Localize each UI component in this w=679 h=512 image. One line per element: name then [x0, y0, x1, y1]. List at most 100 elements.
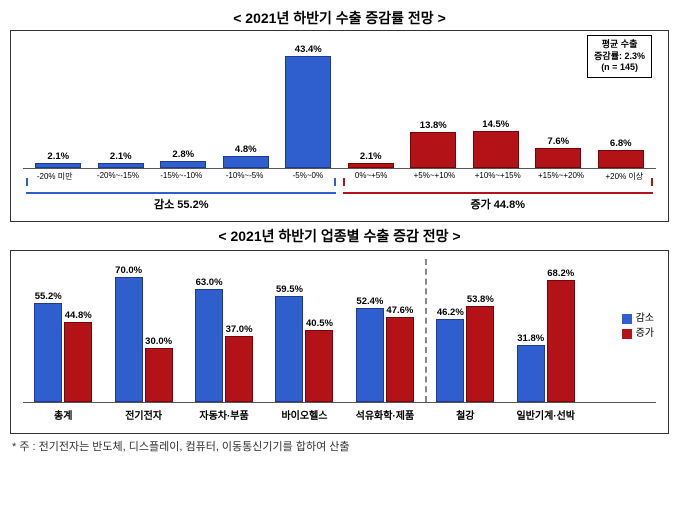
chart2-bar-value: 70.0% [115, 265, 142, 276]
chart2-bar-value: 47.6% [386, 305, 413, 316]
chart1-xaxis-label: +10%~+15% [466, 171, 529, 182]
chart1-box: 평균 수출 증감률: 2.3% (n = 145) 2.1%2.1%2.8%4.… [10, 30, 669, 222]
chart1-bar [223, 156, 269, 168]
chart2-bar-value: 63.0% [196, 277, 223, 288]
chart2-col-red: 30.0% [145, 259, 173, 402]
chart1-xaxis-label: +15%~+20% [529, 171, 592, 182]
chart1-xaxis-label: -20% 미만 [23, 171, 86, 182]
chart2-bar-blue [436, 319, 464, 402]
chart2-bar-value: 30.0% [145, 336, 172, 347]
chart2-bar-value: 46.2% [437, 307, 464, 318]
chart1-title: < 2021년 하반기 수출 증감률 전망 > [10, 8, 669, 28]
chart2-title: < 2021년 하반기 업종별 수출 증감 전망 > [10, 226, 669, 246]
chart2-col-blue: 52.4% [356, 259, 384, 402]
chart1-xaxis-label: -5%~0% [276, 171, 339, 182]
chart1-bar-col: 2.1% [340, 39, 403, 168]
chart2-col-red: 68.2% [547, 259, 575, 402]
chart2-bar-blue [517, 345, 545, 402]
chart2-col-blue: 63.0% [195, 259, 223, 402]
chart1-bar-col: 4.8% [215, 39, 278, 168]
chart1-bar [35, 163, 81, 168]
chart2-bar-red [386, 317, 414, 402]
chart1-brackets: 감소 55.2% 증가 44.8% [23, 184, 656, 216]
chart2-xaxis-label: 자동차·부품 [184, 407, 264, 422]
bracket-decrease-label: 감소 55.2% [26, 196, 336, 212]
chart1-bar-col: 14.5% [465, 39, 528, 168]
chart2-group: 59.5% 40.5% [264, 259, 344, 402]
chart2-bar-red [547, 280, 575, 402]
chart1-bar-value: 6.8% [610, 138, 632, 149]
chart1-xaxis-label: 0%~+5% [339, 171, 402, 182]
chart2-bar-blue [195, 289, 223, 402]
chart2-col-red: 40.5% [305, 259, 333, 402]
chart1-bar-value: 2.8% [172, 149, 194, 160]
chart2-bar-value: 52.4% [356, 296, 383, 307]
chart1-bar-value: 4.8% [235, 144, 257, 155]
chart2-col-blue: 59.5% [275, 259, 303, 402]
chart1-bar-value: 13.8% [420, 120, 447, 131]
chart2-group: 31.8%68.2% [506, 259, 586, 402]
chart1-bar-value: 2.1% [47, 151, 69, 162]
chart2-bar-red [466, 306, 494, 402]
chart2-xaxis-label: 석유화학·제품 [345, 407, 425, 422]
chart2-divider [425, 259, 427, 402]
chart2-bar-blue [356, 308, 384, 402]
chart2-xaxis-label: 전기전자 [103, 407, 183, 422]
chart2-bar-value: 59.5% [276, 284, 303, 295]
chart1-xaxis-label: -15%~-10% [150, 171, 213, 182]
footnote: * 주 : 전기전자는 반도체, 디스플레이, 컴퓨터, 이동통신기기를 합하여… [10, 438, 669, 454]
chart2-col-blue: 46.2% [436, 259, 464, 402]
chart1-bar [535, 148, 581, 168]
chart1-bar-col: 2.1% [90, 39, 153, 168]
chart1-bar-value: 14.5% [482, 119, 509, 130]
chart2-xaxis-label: 총계 [23, 407, 103, 422]
chart2-bar-blue [115, 277, 143, 402]
chart2-col-red: 53.8% [466, 259, 494, 402]
chart1-bar-col: 7.6% [527, 39, 590, 168]
chart1-xaxis-label: -10%~-5% [213, 171, 276, 182]
chart1-xaxis-label: +20% 이상 [593, 171, 656, 182]
chart1-bar-value: 2.1% [110, 151, 132, 162]
chart2-col-blue: 70.0% [115, 259, 143, 402]
chart1-bar [410, 132, 456, 168]
chart2-box: 감소 증가 55.2%44.8%70.0%30.0%63.0%37.0%59.5… [10, 250, 669, 434]
bracket-increase-label: 증가 44.8% [343, 196, 653, 212]
chart1-xaxis: -20% 미만-20%~-15%-15%~-10%-10%~-5%-5%~0%0… [23, 171, 656, 182]
chart1-bar-col: 43.4% [277, 39, 340, 168]
chart2-bar-red [225, 336, 253, 402]
chart2-col-red: 37.0% [225, 259, 253, 402]
chart1-bar [285, 56, 331, 168]
chart1-bar-col: 2.8% [152, 39, 215, 168]
chart2-bar-value: 44.8% [65, 310, 92, 321]
chart1-bar-col: 2.1% [27, 39, 90, 168]
chart1-bar-value: 2.1% [360, 151, 382, 162]
chart2-xaxis: 총계전기전자자동차·부품바이오헬스석유화학·제품철강일반기계·선박 [23, 407, 656, 422]
chart2-bar-value: 53.8% [467, 294, 494, 305]
chart2-col-red: 47.6% [386, 259, 414, 402]
bracket-decrease: 감소 55.2% [26, 184, 336, 194]
chart2-bar-value: 68.2% [547, 268, 574, 279]
chart1-bar [473, 131, 519, 168]
chart1-xaxis-label: -20%~-15% [86, 171, 149, 182]
chart2-col-blue: 55.2% [34, 259, 62, 402]
bracket-increase: 증가 44.8% [343, 184, 653, 194]
chart2-group: 70.0% 30.0% [103, 259, 183, 402]
chart1-bar [98, 163, 144, 168]
chart2-bar-value: 55.2% [35, 291, 62, 302]
chart1-bar [160, 161, 206, 168]
chart2-group: 46.2%53.8% [425, 259, 505, 402]
chart2-col-red: 44.8% [64, 259, 92, 402]
chart1-plot: 2.1% 2.1% 2.8% 4.8% 43.4% 2.1% 13.8% 14.5% 7.6% 6… [23, 39, 656, 169]
chart1-bar-col: 6.8% [590, 39, 653, 168]
chart2-bar-value: 40.5% [306, 318, 333, 329]
chart2-group: 55.2%44.8% [23, 259, 103, 402]
chart2-bar-blue [34, 303, 62, 402]
chart2-bar-red [64, 322, 92, 402]
chart2-bar-red [145, 348, 173, 402]
chart1-bar [348, 163, 394, 168]
chart2-xaxis-label: 바이오헬스 [264, 407, 344, 422]
chart2-plot: 55.2%44.8% 70.0% 30.0% 63.0%37.0% 59.5% 40.5%… [23, 259, 656, 403]
chart1-bar-value: 7.6% [547, 136, 569, 147]
chart1-bar-col: 13.8% [402, 39, 465, 168]
chart1-bar-value: 43.4% [295, 44, 322, 55]
